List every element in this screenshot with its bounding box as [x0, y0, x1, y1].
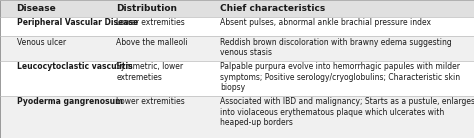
- Text: Above the malleoli: Above the malleoli: [116, 38, 188, 47]
- Text: Associated with IBD and malignancy; Starts as a pustule, enlarges
into violaceou: Associated with IBD and malignancy; Star…: [220, 97, 474, 127]
- Text: Leucocytoclastic vasculitis: Leucocytoclastic vasculitis: [17, 62, 132, 71]
- Text: Lower extremities: Lower extremities: [116, 18, 185, 27]
- Bar: [0, 61, 474, 95]
- Text: Disease: Disease: [17, 4, 56, 13]
- Text: Peripheral Vascular Disease: Peripheral Vascular Disease: [17, 18, 138, 27]
- Text: Lower extremities: Lower extremities: [116, 97, 185, 106]
- Bar: [0, 17, 474, 36]
- Text: Reddish brown discoloration with brawny edema suggesting
venous stasis: Reddish brown discoloration with brawny …: [220, 38, 452, 57]
- Text: Chief characteristics: Chief characteristics: [220, 4, 326, 13]
- Text: Pyoderma gangrenosum: Pyoderma gangrenosum: [17, 97, 123, 106]
- Text: Symmetric, lower
extremeties: Symmetric, lower extremeties: [116, 62, 183, 82]
- Bar: [0, 95, 474, 138]
- Text: Absent pulses, abnormal ankle brachial pressure index: Absent pulses, abnormal ankle brachial p…: [220, 18, 431, 27]
- Text: Distribution: Distribution: [116, 4, 177, 13]
- Text: Venous ulcer: Venous ulcer: [17, 38, 66, 47]
- Bar: [0, 0, 474, 17]
- Bar: [0, 36, 474, 61]
- Text: Palpable purpura evolve into hemorrhagic papules with milder
symptoms; Positive : Palpable purpura evolve into hemorrhagic…: [220, 62, 461, 92]
